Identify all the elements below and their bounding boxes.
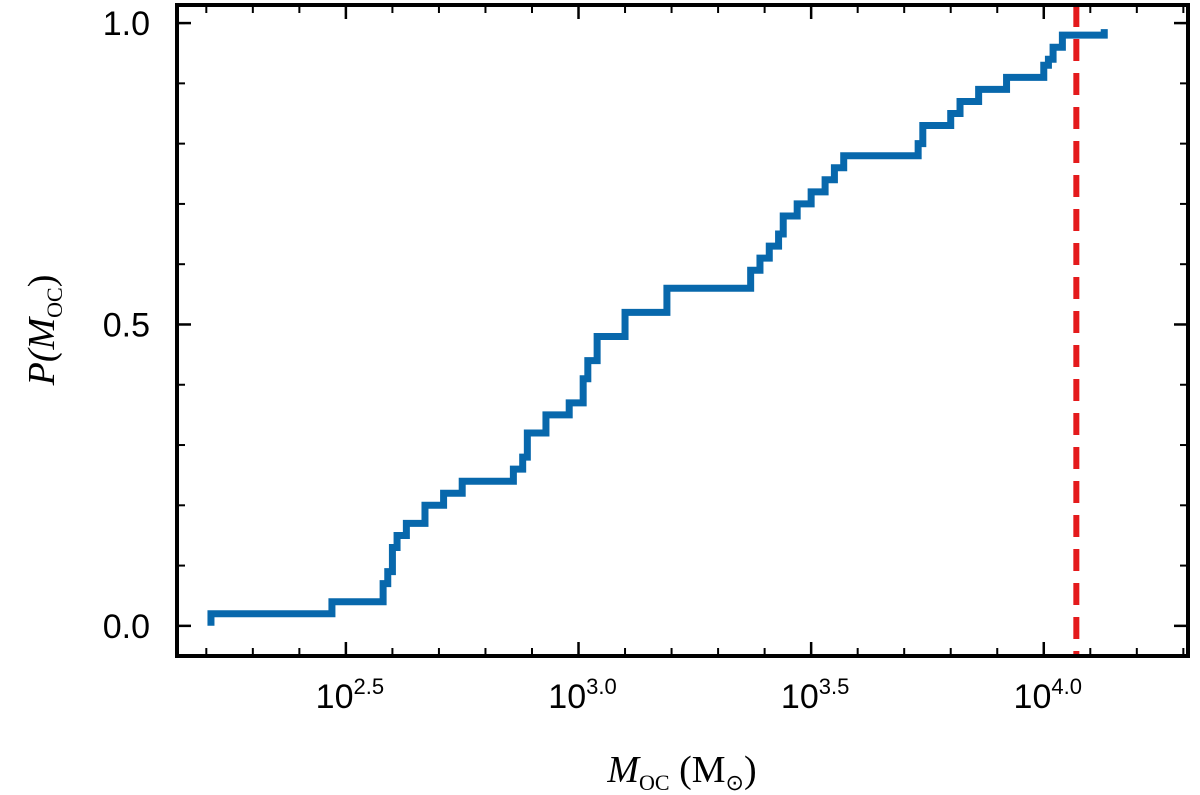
- x-tick-label: 102.5: [316, 674, 384, 716]
- x-tick-label: 103.0: [548, 674, 616, 716]
- x-tick-label: 103.5: [781, 674, 849, 716]
- plot-area: [207, 5, 1108, 656]
- cdf-step-line: [207, 29, 1108, 626]
- plot-frame: [175, 3, 1190, 658]
- x-axis-label: MOC (M⊙): [606, 749, 756, 795]
- frame: [175, 3, 1190, 658]
- tick-labels: 102.5 103.0 103.5 104.0 0.0 0.5 1.0 MOC (M⊙) P(M…: [21, 5, 1082, 795]
- x-tick-label: 104.0: [1014, 674, 1082, 716]
- y-tick-label: 0.0: [103, 608, 150, 646]
- y-tick-label: 0.5: [103, 306, 150, 344]
- y-axis-label: P(MOC): [21, 275, 67, 387]
- y-tick-label: 1.0: [103, 5, 150, 43]
- axes: [177, 5, 1188, 656]
